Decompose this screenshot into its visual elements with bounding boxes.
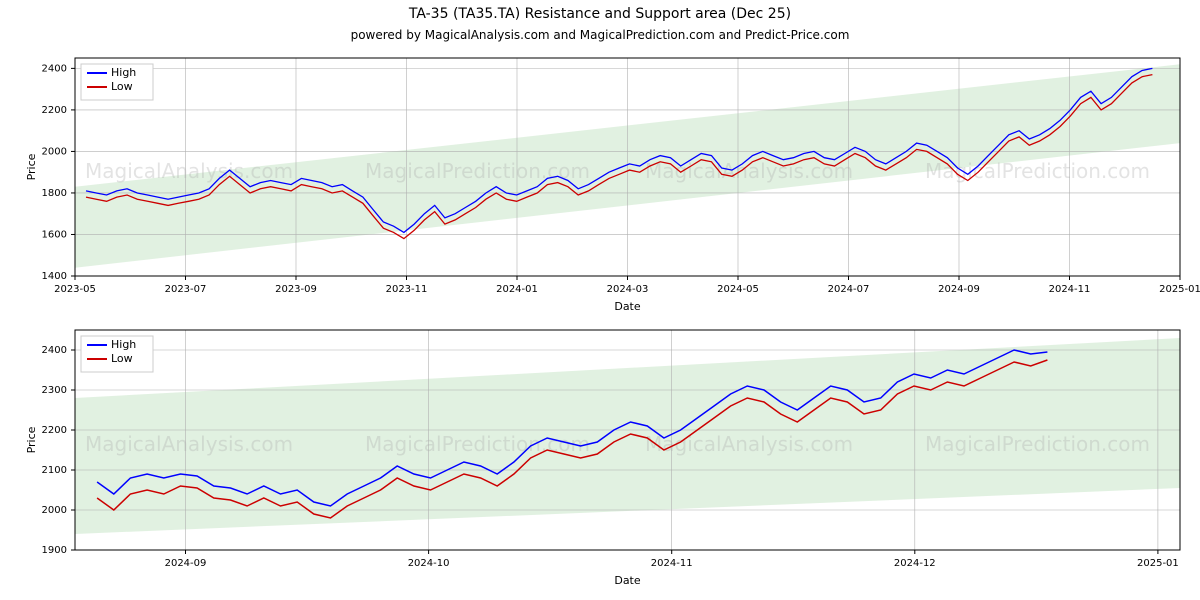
x-tick-label: 2023-11 — [386, 284, 428, 295]
y-tick-label: 1400 — [42, 271, 67, 282]
legend-item: Low — [111, 352, 133, 365]
x-tick-label: 2023-07 — [165, 284, 207, 295]
x-tick-label: 2024-03 — [607, 284, 649, 295]
x-tick-label: 2024-09 — [165, 558, 207, 569]
chart-title: TA-35 (TA35.TA) Resistance and Support a… — [0, 6, 1200, 22]
chart-subtitle: powered by MagicalAnalysis.com and Magic… — [0, 28, 1200, 42]
x-tick-label: 2025-01 — [1137, 558, 1179, 569]
x-tick-label: 2024-10 — [408, 558, 450, 569]
figure: TA-35 (TA35.TA) Resistance and Support a… — [0, 0, 1200, 600]
watermark-text: MagicalPrediction.com — [365, 159, 590, 183]
x-axis-label: Date — [614, 574, 641, 587]
y-axis-label: Price — [25, 153, 38, 180]
x-tick-label: 2024-12 — [894, 558, 936, 569]
x-tick-label: 2024-09 — [938, 284, 980, 295]
y-tick-label: 1800 — [42, 188, 67, 199]
y-tick-label: 1600 — [42, 229, 67, 240]
x-tick-label: 2024-01 — [496, 284, 538, 295]
chart-bottom: MagicalAnalysis.com MagicalPrediction.com… — [0, 322, 1200, 592]
x-axis-label: Date — [614, 300, 641, 313]
x-tick-label: 2023-05 — [54, 284, 96, 295]
watermark-text: MagicalPrediction.com — [925, 432, 1150, 456]
y-tick-label: 2200 — [42, 425, 67, 436]
y-tick-label: 2400 — [42, 345, 67, 356]
x-tick-label: 2024-11 — [1049, 284, 1091, 295]
y-tick-label: 1900 — [42, 545, 67, 556]
y-tick-label: 2300 — [42, 385, 67, 396]
watermark-text: MagicalAnalysis.com — [85, 159, 293, 183]
y-tick-label: 2000 — [42, 146, 67, 157]
y-tick-label: 2400 — [42, 63, 67, 74]
x-tick-label: 2024-05 — [717, 284, 759, 295]
y-tick-label: 2000 — [42, 505, 67, 516]
y-tick-label: 2100 — [42, 465, 67, 476]
y-axis-label: Price — [25, 426, 38, 453]
watermark-text: MagicalAnalysis.com — [85, 432, 293, 456]
x-tick-label: 2025-01 — [1159, 284, 1200, 295]
x-tick-label: 2024-11 — [651, 558, 693, 569]
chart-top: MagicalAnalysis.com MagicalPrediction.com… — [0, 48, 1200, 318]
x-tick-label: 2023-09 — [275, 284, 317, 295]
legend-item: Low — [111, 80, 133, 93]
legend-item: High — [111, 338, 136, 351]
y-tick-label: 2200 — [42, 105, 67, 116]
x-tick-label: 2024-07 — [828, 284, 870, 295]
legend-item: High — [111, 66, 136, 79]
